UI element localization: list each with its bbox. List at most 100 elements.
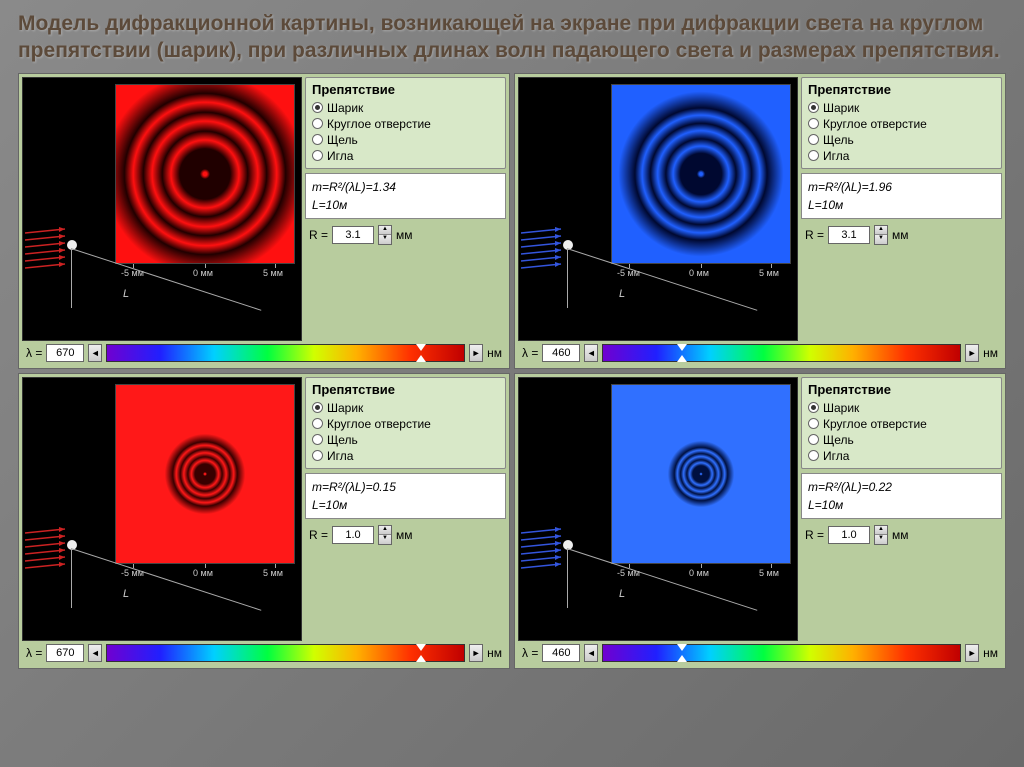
spinner-up-icon[interactable]: ▲ — [379, 526, 391, 535]
radius-unit: мм — [892, 528, 909, 542]
diffraction-visualisation: -5 мм0 мм5 ммL — [518, 77, 798, 341]
obstacle-option-label: Щель — [823, 133, 854, 147]
obstacle-option-label: Круглое отверстие — [823, 417, 927, 431]
radio-icon — [808, 118, 819, 129]
axis-tick-label: 0 мм — [689, 568, 709, 578]
distance-label: L — [619, 588, 625, 600]
radio-icon — [312, 150, 323, 161]
formula-display: m=R²/(λL)=0.15L=10м — [305, 473, 506, 519]
radio-icon — [312, 450, 323, 461]
obstacle-option[interactable]: Круглое отверстие — [808, 116, 995, 132]
lambda-input[interactable]: 670 — [46, 344, 84, 362]
radius-input[interactable]: 1.0 — [332, 526, 374, 544]
lambda-increase-button[interactable]: ► — [469, 344, 483, 362]
spectrum-slider[interactable] — [602, 344, 961, 362]
obstacle-option[interactable]: Игла — [808, 448, 995, 464]
radius-label: R = — [309, 528, 328, 542]
radio-icon — [808, 150, 819, 161]
spectrum-slider[interactable] — [106, 644, 465, 662]
radio-icon — [808, 134, 819, 145]
spinner-down-icon[interactable]: ▼ — [379, 535, 391, 544]
radius-label: R = — [805, 528, 824, 542]
obstacle-option[interactable]: Щель — [808, 432, 995, 448]
lambda-unit: нм — [983, 646, 998, 660]
diffraction-pattern — [611, 384, 791, 564]
obstacle-option-label: Щель — [823, 433, 854, 447]
lambda-unit: нм — [983, 346, 998, 360]
distance-label: L — [123, 288, 129, 300]
obstacle-option[interactable]: Щель — [312, 132, 499, 148]
axis-tick-label: 5 мм — [263, 268, 283, 278]
lambda-decrease-button[interactable]: ◄ — [88, 344, 102, 362]
radio-icon — [808, 450, 819, 461]
obstacle-option[interactable]: Шарик — [808, 100, 995, 116]
spinner-down-icon[interactable]: ▼ — [379, 235, 391, 244]
obstacle-option[interactable]: Игла — [808, 148, 995, 164]
incident-rays — [25, 226, 69, 275]
lambda-increase-button[interactable]: ► — [965, 644, 979, 662]
spinner-up-icon[interactable]: ▲ — [379, 226, 391, 235]
spectrum-slider[interactable] — [602, 644, 961, 662]
obstacle-option-label: Игла — [823, 449, 849, 463]
axis-tick-label: 5 мм — [263, 568, 283, 578]
lambda-increase-button[interactable]: ► — [469, 644, 483, 662]
diffraction-visualisation: -5 мм0 мм5 ммL — [22, 77, 302, 341]
lambda-input[interactable]: 460 — [542, 344, 580, 362]
obstacle-radio-group: Препятствие ШарикКруглое отверстиеЩельИгл… — [305, 377, 506, 469]
simulation-panel: -5 мм0 мм5 ммLПрепятствиеШарикКруглое от… — [18, 73, 510, 369]
spectrum-marker-icon — [677, 655, 687, 662]
formula-display: m=R²/(λL)=1.96L=10м — [801, 173, 1002, 219]
lambda-label: λ = — [26, 346, 42, 360]
radio-icon — [808, 434, 819, 445]
obstacle-option-label: Щель — [327, 133, 358, 147]
lambda-input[interactable]: 460 — [542, 644, 580, 662]
spinner-up-icon[interactable]: ▲ — [875, 526, 887, 535]
radio-icon — [312, 434, 323, 445]
wavelength-control: λ =670◄►нм — [22, 341, 506, 365]
obstacle-option[interactable]: Круглое отверстие — [312, 116, 499, 132]
wavelength-control: λ =670◄►нм — [22, 641, 506, 665]
radius-unit: мм — [396, 228, 413, 242]
spinner-up-icon[interactable]: ▲ — [875, 226, 887, 235]
lambda-decrease-button[interactable]: ◄ — [88, 644, 102, 662]
incident-rays — [521, 226, 565, 275]
formula-display: m=R²/(λL)=0.22L=10м — [801, 473, 1002, 519]
spectrum-marker-icon — [416, 644, 426, 651]
obstacle-option[interactable]: Щель — [808, 132, 995, 148]
radius-input[interactable]: 3.1 — [332, 226, 374, 244]
spinner-down-icon[interactable]: ▼ — [875, 535, 887, 544]
obstacle-option[interactable]: Круглое отверстие — [808, 416, 995, 432]
lambda-increase-button[interactable]: ► — [965, 344, 979, 362]
radius-spinner[interactable]: ▲▼ — [378, 225, 392, 245]
spectrum-slider[interactable] — [106, 344, 465, 362]
axis-tick-label: 5 мм — [759, 268, 779, 278]
radius-control: R =3.1▲▼мм — [801, 223, 1002, 247]
radio-icon — [312, 102, 323, 113]
obstacle-option[interactable]: Игла — [312, 148, 499, 164]
obstacle-option[interactable]: Шарик — [312, 100, 499, 116]
obstacle-option[interactable]: Шарик — [312, 400, 499, 416]
radius-spinner[interactable]: ▲▼ — [874, 525, 888, 545]
radius-spinner[interactable]: ▲▼ — [874, 225, 888, 245]
obstacle-option[interactable]: Щель — [312, 432, 499, 448]
radius-label: R = — [805, 228, 824, 242]
obstacle-option-label: Круглое отверстие — [327, 417, 431, 431]
obstacle-group-title: Препятствие — [312, 382, 499, 397]
obstacle-option-label: Круглое отверстие — [327, 117, 431, 131]
panel-grid: -5 мм0 мм5 ммLПрепятствиеШарикКруглое от… — [18, 73, 1006, 669]
lambda-decrease-button[interactable]: ◄ — [584, 344, 598, 362]
lambda-input[interactable]: 670 — [46, 644, 84, 662]
obstacle-option[interactable]: Круглое отверстие — [312, 416, 499, 432]
obstacle-option[interactable]: Игла — [312, 448, 499, 464]
radius-input[interactable]: 3.1 — [828, 226, 870, 244]
obstacle-option[interactable]: Шарик — [808, 400, 995, 416]
spinner-down-icon[interactable]: ▼ — [875, 235, 887, 244]
obstacle-group-title: Препятствие — [808, 82, 995, 97]
radius-input[interactable]: 1.0 — [828, 526, 870, 544]
simulation-panel: -5 мм0 мм5 ммLПрепятствиеШарикКруглое от… — [18, 373, 510, 669]
radius-spinner[interactable]: ▲▼ — [378, 525, 392, 545]
lambda-decrease-button[interactable]: ◄ — [584, 644, 598, 662]
wavelength-control: λ =460◄►нм — [518, 641, 1002, 665]
spectrum-marker-icon — [677, 355, 687, 362]
obstacle-option-label: Игла — [823, 149, 849, 163]
